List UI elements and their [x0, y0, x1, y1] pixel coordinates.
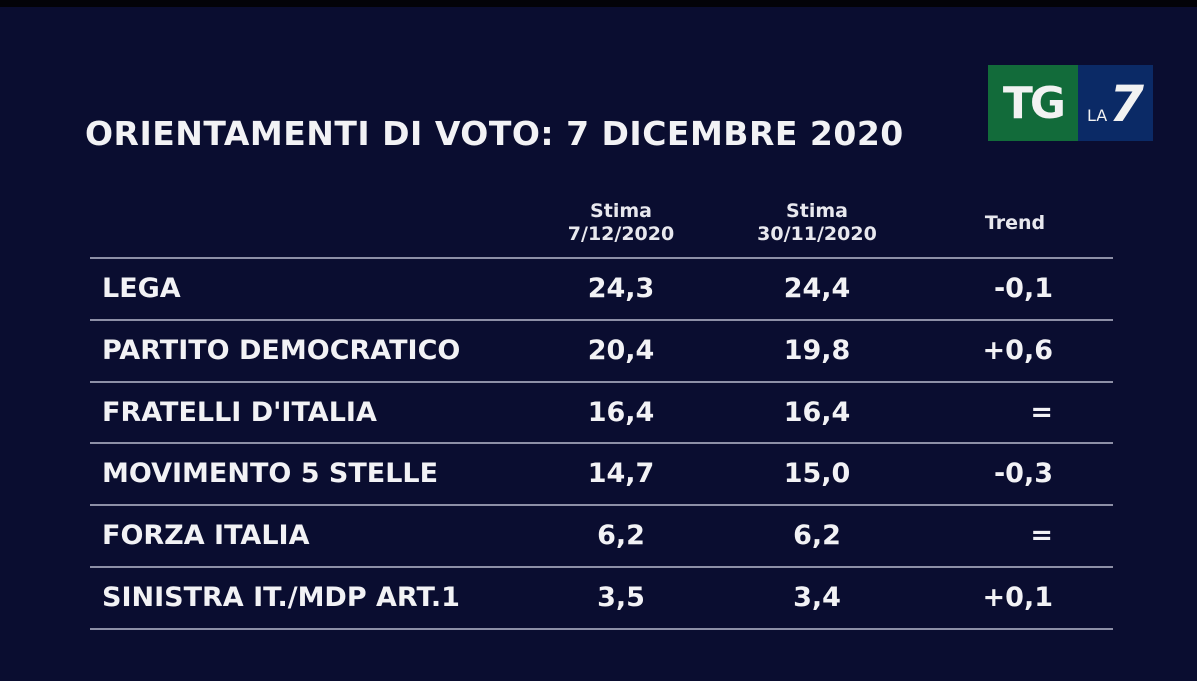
trend-value: =: [1030, 396, 1053, 428]
table-row: MOVIMENTO 5 STELLE 14,7 15,0 -0,3: [0, 443, 1197, 505]
column-header-stima-current: Stima 7/12/2020: [560, 200, 682, 246]
row-divider: [90, 442, 1113, 445]
party-name: SINISTRA IT./MDP ART.1: [102, 582, 460, 613]
estimate-current: 3,5: [597, 582, 645, 613]
estimate-previous: 3,4: [793, 582, 841, 613]
row-divider: [90, 257, 1113, 259]
party-name: FORZA ITALIA: [102, 520, 310, 552]
trend-value: -0,1: [993, 273, 1053, 304]
row-divider: [90, 504, 1113, 507]
tg-la7-logo: TG LA 7: [988, 65, 1153, 141]
header-line1: Stima: [786, 200, 848, 222]
estimate-previous: 16,4: [783, 396, 851, 428]
trend-value: =: [1030, 520, 1053, 552]
table-row: PARTITO DEMOCRATICO 20,4 19,8 +0,6: [0, 320, 1197, 382]
top-band: [0, 0, 1197, 7]
party-name: MOVIMENTO 5 STELLE: [102, 458, 439, 490]
header-line1: Trend: [984, 212, 1046, 234]
column-header-stima-previous: Stima 30/11/2020: [752, 200, 882, 246]
party-name: PARTITO DEMOCRATICO: [102, 334, 461, 366]
table-row: LEGA 24,3 24,4 -0,1: [0, 258, 1197, 320]
column-header-trend: Trend: [970, 212, 1060, 235]
trend-value: +0,6: [982, 334, 1053, 366]
table-row: FRATELLI D'ITALIA 16,4 16,4 =: [0, 382, 1197, 444]
header-line1: Stima: [590, 200, 652, 222]
estimate-current: 14,7: [587, 458, 655, 490]
estimate-previous: 24,4: [783, 273, 851, 304]
logo-tg: TG: [988, 65, 1078, 141]
header-line2: 30/11/2020: [757, 223, 877, 245]
header-line2: 7/12/2020: [567, 223, 675, 245]
row-divider: [90, 566, 1113, 568]
estimate-current: 16,4: [587, 396, 655, 428]
row-divider: [90, 318, 1113, 321]
estimate-current: 24,3: [587, 273, 655, 304]
row-divider: [90, 627, 1113, 630]
estimate-current: 20,4: [587, 334, 655, 366]
logo-la7: LA 7: [1078, 65, 1153, 141]
party-name: LEGA: [102, 273, 181, 304]
row-divider: [90, 380, 1113, 383]
party-name: FRATELLI D'ITALIA: [102, 396, 377, 428]
estimate-previous: 6,2: [793, 520, 841, 552]
table-row: SINISTRA IT./MDP ART.1 3,5 3,4 +0,1: [0, 567, 1197, 629]
page-title: ORIENTAMENTI DI VOTO: 7 DICEMBRE 2020: [85, 114, 904, 153]
trend-value: -0,3: [993, 458, 1053, 490]
estimate-previous: 15,0: [783, 458, 851, 490]
table-row: FORZA ITALIA 6,2 6,2 =: [0, 505, 1197, 567]
estimate-current: 6,2: [597, 520, 645, 552]
estimate-previous: 19,8: [783, 334, 851, 366]
trend-value: +0,1: [982, 582, 1053, 613]
